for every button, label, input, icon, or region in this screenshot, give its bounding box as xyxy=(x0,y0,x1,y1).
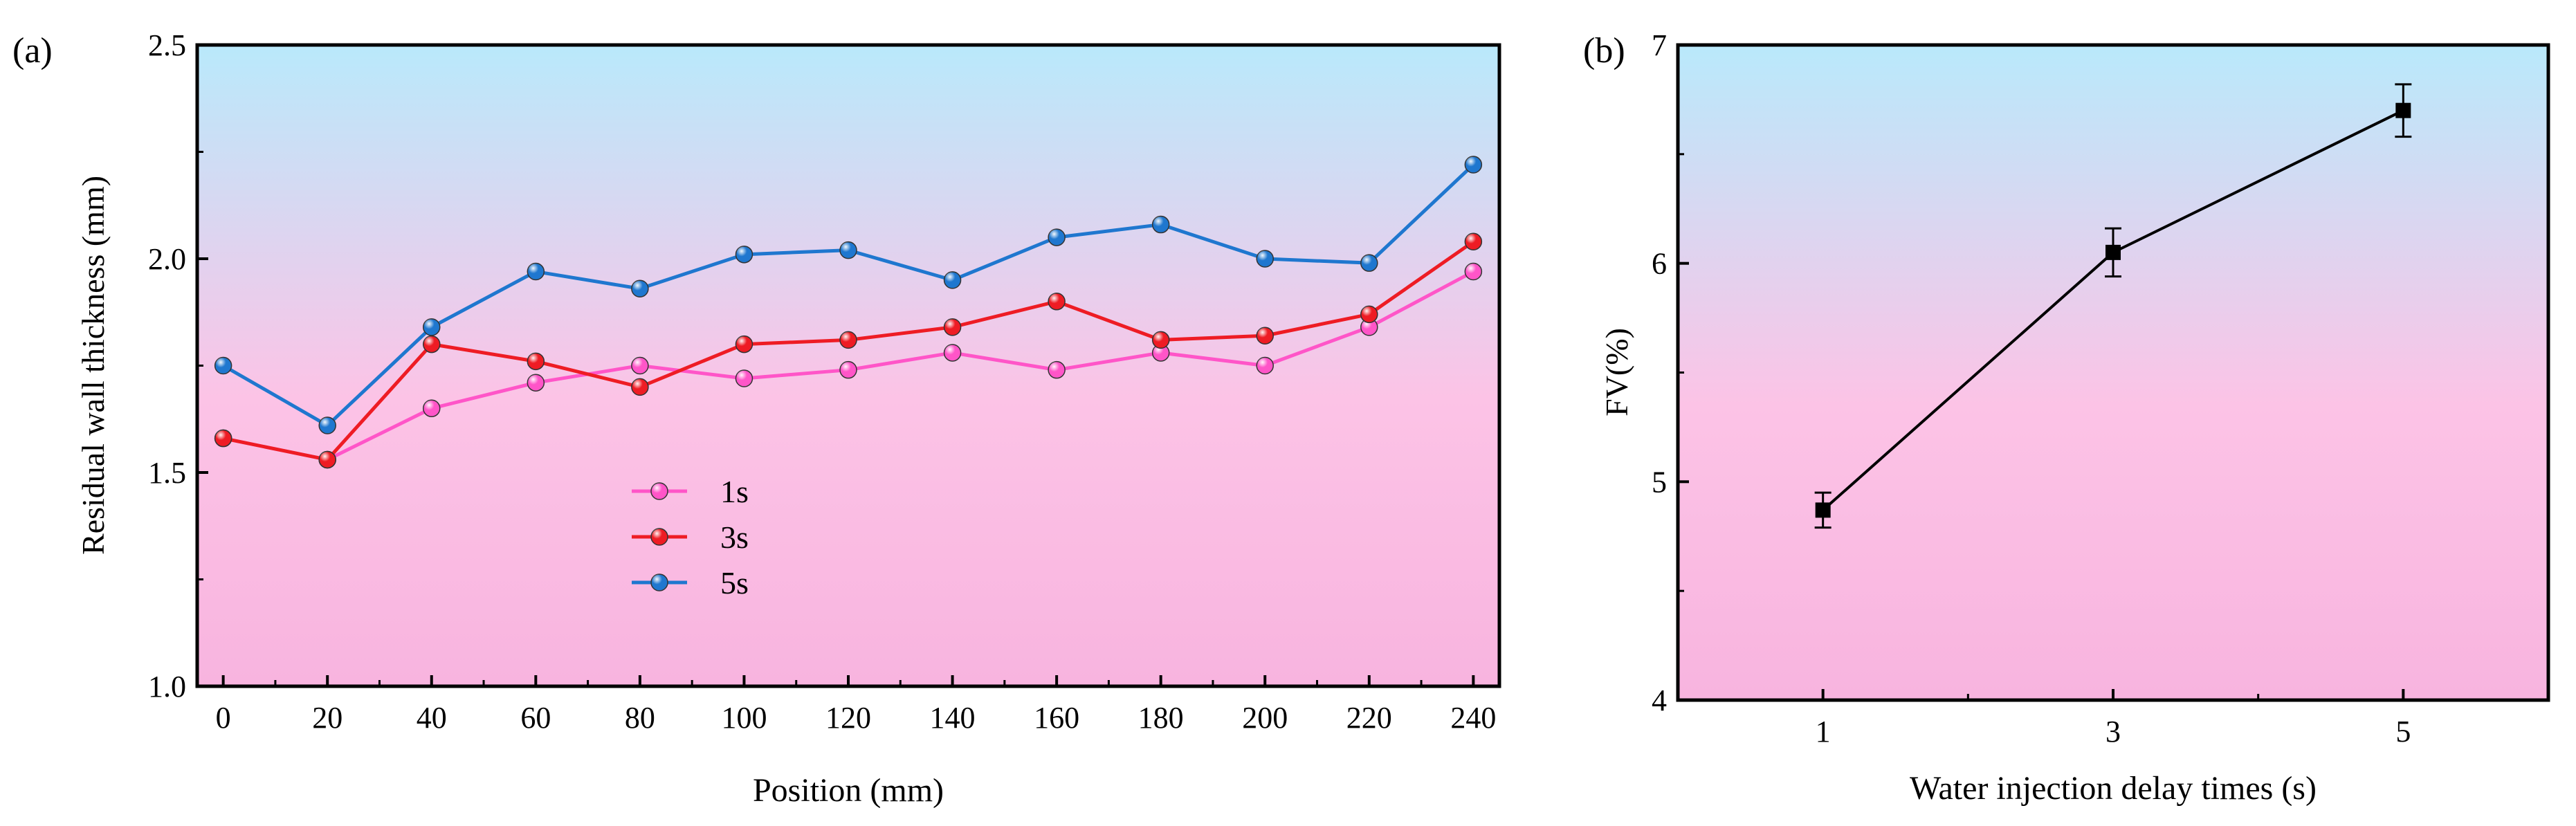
panel-b-x-tick-label: 3 xyxy=(2105,715,2121,749)
series-3s-point xyxy=(1360,305,1378,324)
panel-a-y-tick-label: 1.0 xyxy=(148,670,186,704)
panel-b-series xyxy=(1814,83,2412,529)
legend-marker-3s xyxy=(650,528,668,546)
panel-a-x-tick-label: 180 xyxy=(1138,701,1184,735)
panel-a-x-axis-label: Position (mm) xyxy=(753,772,944,809)
series-1s-point xyxy=(527,374,545,392)
panel-b-x-tick-label: 1 xyxy=(1816,715,1831,749)
series-3s-point xyxy=(1048,293,1066,311)
panel-a-x-tick-label: 140 xyxy=(930,701,976,735)
panel-b-x-tick-label: 5 xyxy=(2395,715,2411,749)
legend-marker-1s xyxy=(650,482,668,500)
panel-a-x-tick-label: 160 xyxy=(1034,701,1079,735)
legend-label-3s: 3s xyxy=(720,520,749,555)
panel-b: (b) 1 3 5 4 5 6 7 Water injection delay times … xyxy=(1583,28,2550,807)
series-5s-point xyxy=(214,356,232,375)
series-3s-point xyxy=(943,318,962,336)
series-1s-point xyxy=(1151,344,1170,362)
series-5s-point xyxy=(423,318,441,336)
panel-b-plot-background xyxy=(1678,45,2548,700)
legend-entry-3s: 3s xyxy=(632,520,749,555)
panel-b-y-tick-label: 6 xyxy=(1652,247,1667,281)
panel-b-frame xyxy=(1676,43,2550,702)
series-FV-point xyxy=(2395,102,2411,118)
series-5s-point xyxy=(1048,228,1066,246)
series-1s xyxy=(214,262,1483,469)
panel-a-series xyxy=(214,156,1483,469)
series-3s-point xyxy=(631,378,649,396)
panel-b-x-axis-label: Water injection delay times (s) xyxy=(1910,770,2317,807)
panel-a-x-tick-label: 200 xyxy=(1242,701,1288,735)
series-1s-point xyxy=(631,356,649,375)
series-1s-point xyxy=(1048,360,1066,379)
series-5s-point xyxy=(527,262,545,281)
panel-b-y-axis-label: FV(%) xyxy=(1599,328,1634,416)
panel-a-y-tick-label: 2.5 xyxy=(148,28,186,62)
series-5s-point xyxy=(839,241,857,259)
series-FV-point xyxy=(2105,244,2121,260)
legend-entry-5s: 5s xyxy=(632,565,749,600)
series-1s-point xyxy=(839,360,857,379)
panel-a-label: (a) xyxy=(12,31,53,71)
panel-a-x-tick-label: 20 xyxy=(312,701,342,735)
series-5s-point xyxy=(1360,254,1378,272)
series-5s-point xyxy=(735,246,753,264)
series-5s-point xyxy=(943,271,962,289)
panel-b-axes: 1 3 5 4 5 6 7 xyxy=(1652,28,2411,749)
panel-a-x-tick-label: 100 xyxy=(721,701,767,735)
series-FV xyxy=(1814,83,2412,529)
panel-a-x-tick-label: 80 xyxy=(625,701,655,735)
panel-a-y-tick-label: 1.5 xyxy=(148,456,186,490)
series-1s-point xyxy=(423,399,441,418)
panel-a: (a) 0 20 40 60 80 100 120 140 160 180 200 220 240 1.0… xyxy=(12,28,1501,809)
legend-label-1s: 1s xyxy=(720,474,749,509)
series-3s-point xyxy=(423,335,441,354)
series-3s-point xyxy=(839,331,857,349)
series-3s-point xyxy=(1151,331,1170,349)
panel-a-x-tick-label: 0 xyxy=(216,701,231,735)
panel-a-y-tick-label: 2.0 xyxy=(148,242,186,276)
series-5s xyxy=(214,156,1483,434)
panel-b-y-tick-label: 4 xyxy=(1652,683,1667,717)
panel-a-x-tick-label: 60 xyxy=(520,701,551,735)
panel-a-axes: 0 20 40 60 80 100 120 140 160 180 200 220 240 1.0 1.5 2… xyxy=(148,28,1496,735)
series-3s-point xyxy=(214,429,232,448)
series-1s-point xyxy=(1256,356,1274,375)
series-3s-point xyxy=(735,335,753,354)
panel-b-y-tick-label: 5 xyxy=(1652,465,1667,499)
series-1s-point xyxy=(1464,262,1483,281)
panel-a-x-tick-label: 40 xyxy=(417,701,447,735)
panel-a-x-tick-label: 120 xyxy=(825,701,871,735)
panel-a-x-tick-label: 220 xyxy=(1346,701,1392,735)
panel-b-label: (b) xyxy=(1583,31,1625,71)
series-5s-point xyxy=(1464,156,1483,174)
series-5s-point xyxy=(631,279,649,298)
panel-b-y-tick-label: 7 xyxy=(1652,28,1667,62)
series-3s-point xyxy=(527,352,545,371)
series-FV-point xyxy=(1815,502,1831,518)
series-5s-point xyxy=(1151,215,1170,234)
series-3s-point xyxy=(318,450,336,469)
legend-entry-1s: 1s xyxy=(632,474,749,509)
series-5s-point xyxy=(318,416,336,434)
series-3s-point xyxy=(1256,327,1274,345)
series-1s-point xyxy=(735,369,753,387)
legend-label-5s: 5s xyxy=(720,565,749,600)
series-5s-point xyxy=(1256,250,1274,268)
series-1s-point xyxy=(943,344,962,362)
series-3s-point xyxy=(1464,232,1483,251)
legend-marker-5s xyxy=(650,573,668,591)
panel-a-y-axis-label: Residual wall thickness (mm) xyxy=(75,176,111,555)
series-3s xyxy=(214,232,1483,469)
panel-a-x-tick-label: 240 xyxy=(1450,701,1496,735)
panel-a-frame xyxy=(195,43,1501,688)
panel-a-legend: 1s 3s 5s xyxy=(632,474,749,600)
series-1s-point xyxy=(1360,318,1378,336)
